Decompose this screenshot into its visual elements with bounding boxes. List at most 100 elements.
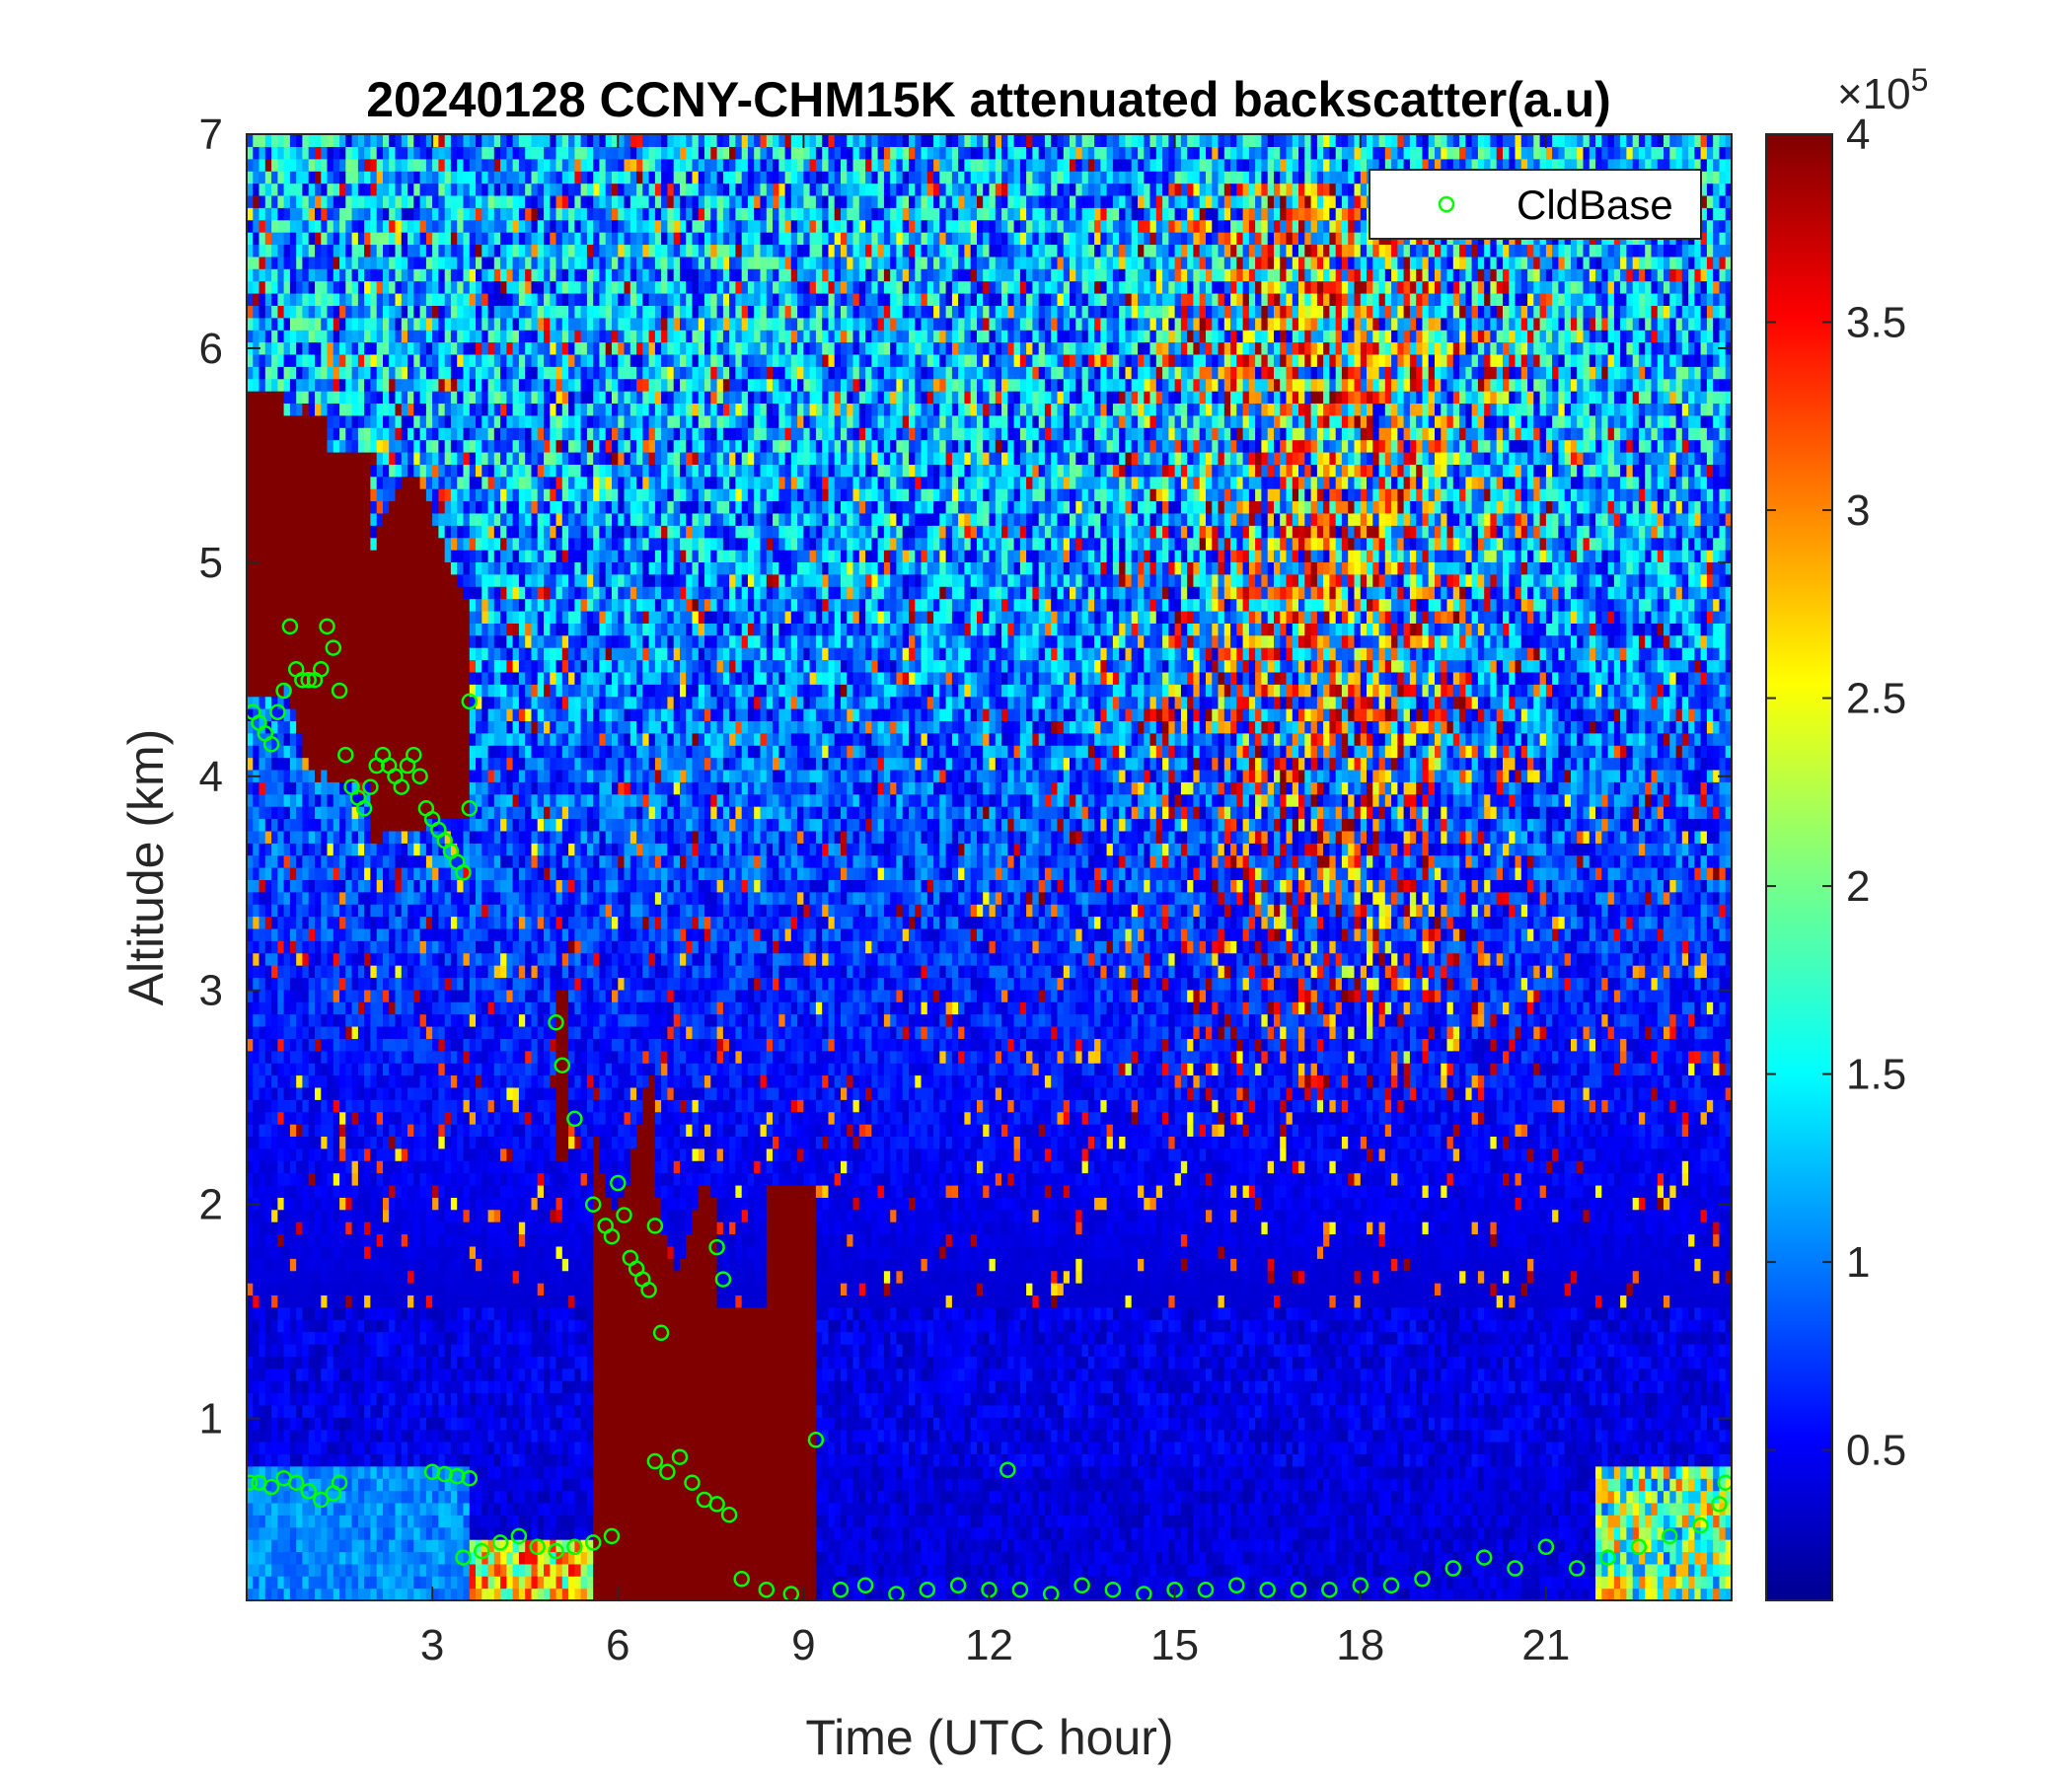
heatmap-cell xyxy=(364,684,371,697)
heatmap-cell xyxy=(470,1112,477,1125)
heatmap-cell xyxy=(290,1001,297,1014)
heatmap-cell xyxy=(321,1564,328,1577)
heatmap-cell xyxy=(481,1589,488,1601)
heatmap-cell xyxy=(290,464,297,477)
heatmap-cell xyxy=(364,1234,371,1247)
heatmap-cell xyxy=(259,1430,266,1443)
heatmap-cell xyxy=(352,1221,359,1234)
heatmap-cell xyxy=(284,819,291,832)
heatmap-cell xyxy=(277,928,284,941)
heatmap-cell xyxy=(253,477,259,489)
heatmap-cell xyxy=(284,146,291,159)
heatmap-cell xyxy=(407,940,414,953)
heatmap-cell xyxy=(259,1038,266,1051)
heatmap-cell xyxy=(364,1478,371,1491)
heatmap-cell xyxy=(370,1075,377,1088)
heatmap-cell xyxy=(494,488,501,501)
heatmap-cell xyxy=(488,978,495,991)
heatmap-cell xyxy=(271,794,278,807)
heatmap-cell xyxy=(253,904,259,917)
heatmap-cell xyxy=(494,733,501,746)
heatmap-cell xyxy=(358,1258,365,1271)
heatmap-cell xyxy=(470,855,477,868)
heatmap-cell xyxy=(352,134,359,147)
heatmap-cell xyxy=(494,1185,501,1198)
heatmap-cell xyxy=(290,134,297,147)
heatmap-cell xyxy=(464,647,471,660)
heatmap-cell xyxy=(284,1307,291,1320)
heatmap-cell xyxy=(277,1283,284,1295)
heatmap-cell xyxy=(457,647,464,660)
heatmap-cell xyxy=(383,1185,390,1198)
heatmap-cell xyxy=(309,354,316,367)
heatmap-cell xyxy=(383,574,390,587)
heatmap-cell xyxy=(407,917,414,929)
heatmap-cell xyxy=(290,1515,297,1527)
heatmap-cell xyxy=(302,1552,309,1565)
heatmap-cell xyxy=(464,599,471,612)
heatmap-cell xyxy=(321,586,328,599)
heatmap-cell xyxy=(377,819,384,832)
heatmap-cell xyxy=(271,1087,278,1100)
heatmap-cell xyxy=(457,1038,464,1051)
heatmap-cell xyxy=(445,305,452,318)
heatmap-cell xyxy=(476,1332,482,1345)
heatmap-cell xyxy=(389,171,396,184)
heatmap-cell xyxy=(259,1014,266,1027)
heatmap-cell xyxy=(265,978,272,991)
heatmap-cell xyxy=(284,781,291,794)
heatmap-cell xyxy=(377,1063,384,1075)
heatmap-cell xyxy=(328,1430,334,1443)
heatmap-cell xyxy=(451,1344,458,1357)
heatmap-cell xyxy=(470,1283,477,1295)
heatmap-cell xyxy=(333,599,340,612)
heatmap-cell xyxy=(481,684,488,697)
heatmap-cell xyxy=(345,806,352,819)
heatmap-cell xyxy=(481,781,488,794)
heatmap-cell xyxy=(476,720,482,733)
heatmap-cell xyxy=(426,1380,433,1393)
heatmap-cell xyxy=(476,550,482,562)
heatmap-cell xyxy=(488,586,495,599)
heatmap-cell xyxy=(476,1063,482,1075)
heatmap-cell xyxy=(339,379,346,392)
heatmap-cell xyxy=(470,550,477,562)
heatmap-cell xyxy=(470,720,477,733)
heatmap-cell xyxy=(309,953,316,966)
heatmap-cell xyxy=(328,965,334,978)
heatmap-cell xyxy=(247,892,254,905)
heatmap-cell xyxy=(352,1344,359,1357)
heatmap-cell xyxy=(476,171,482,184)
heatmap-cell xyxy=(445,953,452,966)
heatmap-cell xyxy=(321,1087,328,1100)
heatmap-cell xyxy=(389,867,396,880)
heatmap-cell xyxy=(309,1332,316,1345)
heatmap-cell xyxy=(302,1234,309,1247)
heatmap-cell xyxy=(445,1026,452,1039)
heatmap-cell xyxy=(420,1112,427,1125)
heatmap-cell xyxy=(290,452,297,465)
heatmap-cell xyxy=(413,1589,420,1601)
heatmap-cell xyxy=(265,1197,272,1210)
heatmap-cell xyxy=(426,892,433,905)
heatmap-cell xyxy=(277,586,284,599)
heatmap-cell xyxy=(345,1001,352,1014)
heatmap-cell xyxy=(309,440,316,453)
heatmap-cell xyxy=(396,1430,403,1443)
heatmap-cell xyxy=(352,819,359,832)
heatmap-cell xyxy=(377,1332,384,1345)
heatmap-cell xyxy=(481,452,488,465)
heatmap-cell xyxy=(284,232,291,245)
heatmap-cell xyxy=(296,1332,303,1345)
heatmap-cell xyxy=(265,1075,272,1088)
heatmap-cell xyxy=(476,354,482,367)
heatmap-cell xyxy=(420,440,427,453)
heatmap-cell xyxy=(358,440,365,453)
heatmap-cell xyxy=(339,232,346,245)
heatmap-cell xyxy=(389,1063,396,1075)
heatmap-cell xyxy=(345,1369,352,1381)
heatmap-cell xyxy=(302,745,309,758)
heatmap-cell xyxy=(290,342,297,355)
heatmap-cell xyxy=(247,195,254,208)
heatmap-cell xyxy=(321,293,328,306)
